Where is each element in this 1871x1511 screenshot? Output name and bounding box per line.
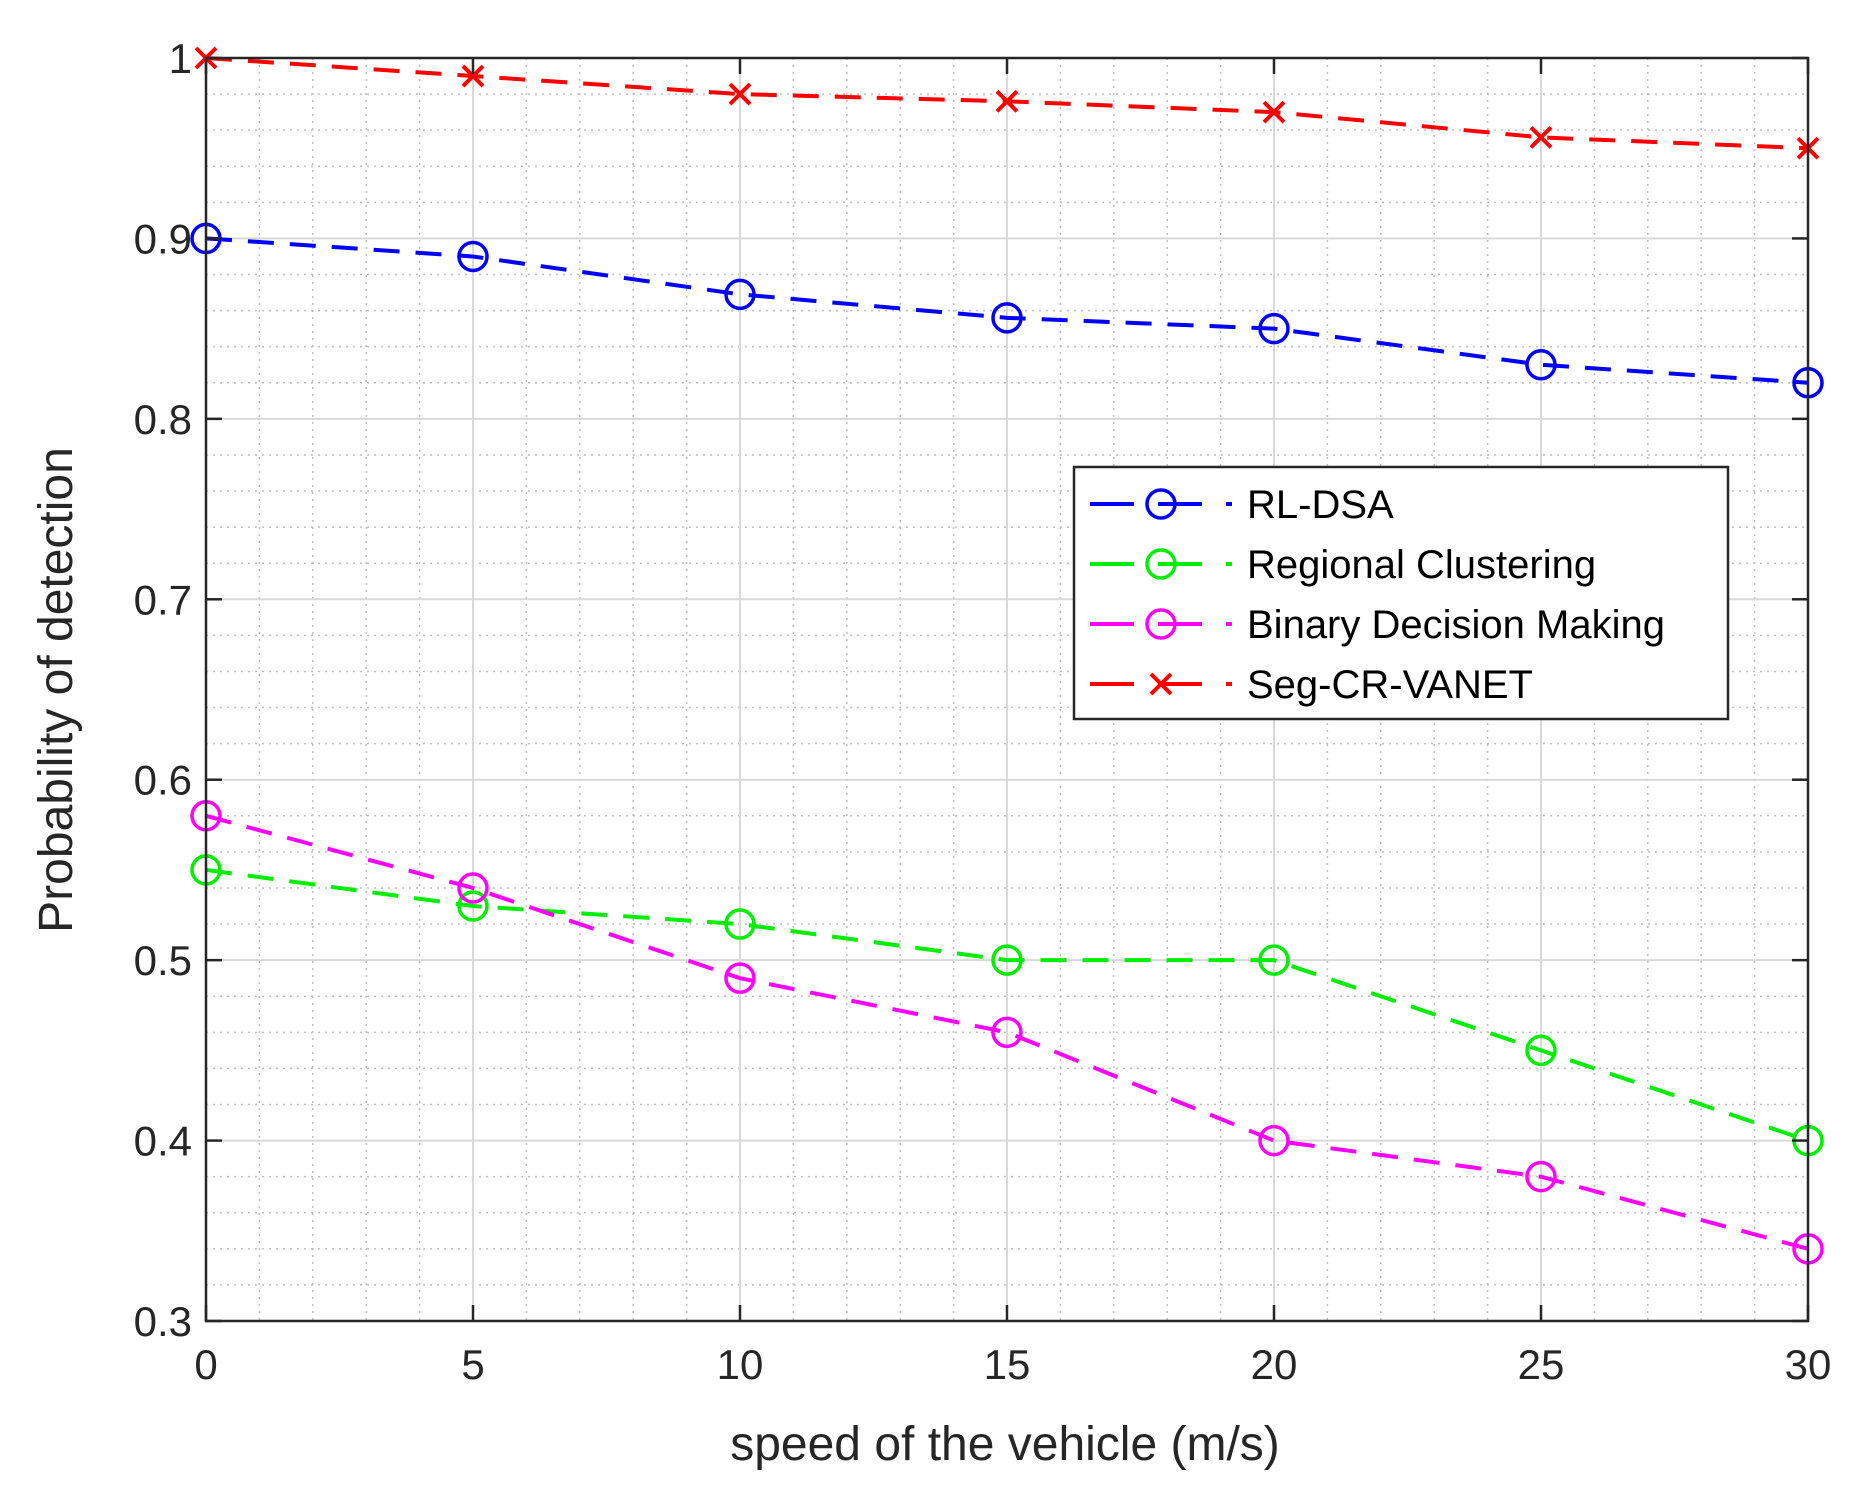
- cross-stroke: [1529, 125, 1553, 149]
- x-tick-label: 5: [461, 1341, 484, 1388]
- x-tick-label: 10: [717, 1341, 764, 1388]
- legend-sample-regional-clustering: [1090, 548, 1232, 580]
- series-line-regional-clustering: [205, 867, 1809, 1143]
- x-axis-title: speed of the vehicle (m/s): [730, 1418, 1280, 1471]
- x-tick-label: 15: [984, 1341, 1031, 1388]
- cross-stroke: [995, 89, 1019, 113]
- legend: RL-DSA Regional Clustering Binary Decisi…: [1072, 465, 1730, 721]
- data-point-binary-decision-making: [1258, 1124, 1290, 1157]
- series-seg-cr-vanet: [194, 46, 1820, 160]
- legend-entries: [1090, 488, 1232, 696]
- data-point-seg-cr-vanet: [995, 89, 1019, 113]
- y-tick-label: 0.6: [134, 757, 192, 804]
- data-point-rl-dsa: [991, 302, 1023, 334]
- x-axis-tick-labels: 0 5 10 15 20 25 30: [194, 1341, 1831, 1388]
- data-point-binary-decision-making: [724, 962, 756, 994]
- data-point-regional-clustering: [1258, 944, 1290, 976]
- data-point-rl-dsa: [1258, 312, 1290, 345]
- y-tick-label: 1: [169, 35, 192, 82]
- data-point-regional-clustering: [724, 908, 756, 940]
- data-point-regional-clustering: [991, 944, 1023, 976]
- legend-label-seg-cr-vanet: Seg-CR-VANET: [1247, 663, 1533, 707]
- legend-sample-marker: [1149, 672, 1173, 696]
- legend-label-regional-clustering: Regional Clustering: [1247, 543, 1596, 587]
- data-point-rl-dsa: [724, 278, 756, 311]
- data-point-regional-clustering: [457, 890, 489, 922]
- series-line-rl-dsa: [205, 236, 1809, 385]
- data-point-binary-decision-making: [1525, 1160, 1557, 1193]
- y-axis-title: Probability of detection: [30, 447, 83, 933]
- series-line-binary-decision-making: [205, 813, 1809, 1251]
- axis-ticks: [204, 56, 1810, 1323]
- cross-stroke: [728, 82, 752, 106]
- data-point-seg-cr-vanet: [1262, 100, 1286, 124]
- cross-stroke: [1149, 672, 1173, 696]
- data-point-seg-cr-vanet: [461, 64, 485, 88]
- data-point-regional-clustering: [1525, 1034, 1557, 1067]
- legend-sample-rl-dsa: [1090, 488, 1232, 520]
- data-point-seg-cr-vanet: [728, 82, 752, 106]
- y-tick-label: 0.8: [134, 396, 192, 443]
- legend-sample-marker: [1145, 488, 1177, 520]
- y-tick-label: 0.4: [134, 1118, 192, 1165]
- x-tick-label: 25: [1518, 1341, 1565, 1388]
- x-tick-label: 30: [1785, 1341, 1832, 1388]
- legend-sample-seg-cr-vanet: [1090, 672, 1232, 696]
- y-tick-label: 0.7: [134, 576, 192, 623]
- legend-sample-binary-decision-making: [1090, 608, 1232, 640]
- x-tick-label: 0: [194, 1341, 217, 1388]
- legend-label-binary-decision-making: Binary Decision Making: [1247, 603, 1665, 647]
- data-point-binary-decision-making: [991, 1016, 1023, 1049]
- cross-stroke: [461, 64, 485, 88]
- cross-stroke: [1262, 100, 1286, 124]
- y-axis-tick-labels: 0.3 0.4 0.5 0.6 0.7 0.8 0.9 1: [134, 35, 192, 1345]
- y-tick-label: 0.9: [134, 215, 192, 262]
- data-point-rl-dsa: [1525, 348, 1557, 381]
- legend-sample-marker: [1145, 548, 1177, 580]
- y-tick-label: 0.3: [134, 1298, 192, 1345]
- x-tick-label: 20: [1251, 1341, 1298, 1388]
- y-tick-label: 0.5: [134, 937, 192, 984]
- series-regional-clustering: [190, 854, 1824, 1157]
- series-layer: [190, 46, 1824, 1265]
- data-point-rl-dsa: [457, 240, 489, 273]
- data-point-binary-decision-making: [457, 872, 489, 904]
- legend-label-rl-dsa: RL-DSA: [1247, 483, 1394, 527]
- data-point-seg-cr-vanet: [1529, 125, 1553, 149]
- legend-sample-marker: [1145, 608, 1177, 640]
- legend-box: [1072, 465, 1730, 721]
